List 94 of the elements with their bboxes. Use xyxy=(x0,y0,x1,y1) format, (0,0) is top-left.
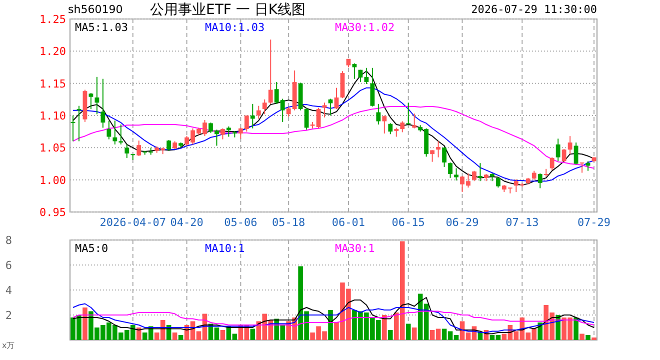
y-tick-label: 1.05 xyxy=(40,142,66,155)
candlestick xyxy=(562,148,566,162)
text: MA30:1 xyxy=(335,242,375,255)
x-tick-label: 05-18 xyxy=(272,216,306,229)
candlestick xyxy=(472,170,476,182)
bar xyxy=(220,330,226,340)
text: MA30:1.02 xyxy=(335,21,395,34)
candlestick xyxy=(322,102,327,118)
x-tick-label: 04-20 xyxy=(170,216,204,229)
candlestick xyxy=(316,107,321,129)
y-tick-label: 1.25 xyxy=(40,13,66,26)
y-tick-label: 0.95 xyxy=(40,206,66,219)
bar xyxy=(328,310,333,340)
candlestick xyxy=(556,138,560,162)
candlestick xyxy=(76,105,82,142)
candlestick xyxy=(430,150,435,162)
text: MA5:0 xyxy=(75,242,108,255)
candlestick xyxy=(478,162,482,182)
bar xyxy=(574,318,578,340)
line-series xyxy=(72,310,595,327)
candlestick xyxy=(442,146,446,168)
bar xyxy=(586,335,590,340)
x-tick-label: 06-01 xyxy=(332,216,366,229)
candlestick xyxy=(94,76,100,115)
text: sh560190 xyxy=(68,3,123,16)
y-tick-label: 1.10 xyxy=(40,110,66,122)
x-tick-label: 06-29 xyxy=(446,216,479,229)
candlestick xyxy=(370,67,375,107)
candlestick xyxy=(250,103,255,129)
candlestick xyxy=(304,107,309,130)
line-series xyxy=(72,106,595,169)
candlestick xyxy=(394,127,399,138)
candlestick xyxy=(532,170,536,180)
y-tick-label: 2 xyxy=(5,309,12,322)
y-tick-label: 1.15 xyxy=(40,77,66,90)
candlestick xyxy=(100,78,106,128)
line-series xyxy=(72,297,595,334)
bar xyxy=(382,315,387,340)
candlestick xyxy=(550,156,554,171)
candlestick xyxy=(496,176,500,188)
y-tick-label: 8 xyxy=(5,234,12,247)
line-series xyxy=(72,70,595,186)
bar xyxy=(82,308,88,340)
candlestick xyxy=(412,113,417,129)
candlestick xyxy=(568,136,572,155)
x-tick-label: 05-06 xyxy=(224,216,258,229)
x-tick-label: 07-29 xyxy=(577,216,611,229)
candlestick xyxy=(454,168,458,181)
text: MA10:1.03 xyxy=(205,21,265,34)
candlestick xyxy=(334,87,339,110)
bar xyxy=(172,332,178,340)
candlestick xyxy=(112,120,118,145)
bar xyxy=(136,328,142,340)
candlestick xyxy=(166,139,172,152)
text: MA5:1.03 xyxy=(75,21,128,34)
bar xyxy=(250,328,256,340)
candlestick xyxy=(448,162,452,178)
candlestick xyxy=(118,124,124,145)
candlestick xyxy=(538,172,542,189)
candlestick xyxy=(262,98,267,115)
bar xyxy=(388,330,393,340)
y-axis-title: x万 xyxy=(2,341,15,350)
candlestick xyxy=(574,142,578,165)
candlestick xyxy=(328,98,333,116)
bar xyxy=(406,324,411,340)
y-tick-label: 4 xyxy=(5,284,12,297)
candlestick xyxy=(382,115,387,134)
candlestick xyxy=(436,140,440,158)
bar xyxy=(580,334,584,340)
candlestick xyxy=(268,39,273,104)
candlestick xyxy=(376,103,381,126)
candlestick xyxy=(406,102,411,126)
candlestick xyxy=(400,120,405,133)
chart-subtitle: 2026-07-29 11:30:00 xyxy=(471,3,597,16)
x-tick-label: 06-15 xyxy=(392,216,425,229)
candlestick xyxy=(226,126,231,138)
candlestick xyxy=(88,92,94,110)
candlestick xyxy=(106,120,112,140)
x-tick-label: 07-13 xyxy=(506,216,539,229)
candlestick xyxy=(256,105,261,120)
candlestick xyxy=(388,122,393,135)
candlestick xyxy=(136,140,142,157)
x-tick-label: 2026-04-07 xyxy=(100,216,166,229)
y-tick-label: 1.00 xyxy=(40,174,66,187)
candlestick xyxy=(352,62,357,80)
candlestick xyxy=(124,144,130,158)
y-tick-label: 1.20 xyxy=(40,45,66,58)
bar xyxy=(178,335,184,340)
chart-title: 公用事业ETF 一 日K线图 xyxy=(150,2,306,18)
y-tick-label: 6 xyxy=(5,259,12,272)
line-series xyxy=(72,303,595,333)
bar xyxy=(412,328,417,340)
text: MA10:1 xyxy=(205,242,245,255)
candlestick xyxy=(220,128,225,140)
